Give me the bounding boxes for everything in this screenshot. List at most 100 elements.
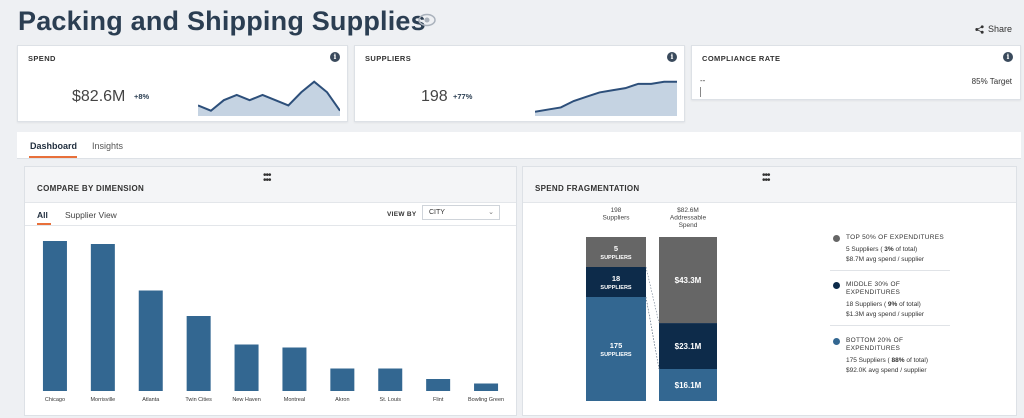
suppliers-sparkline [535, 80, 677, 116]
compliance-target: 85% Target [971, 77, 1012, 86]
legend-title: BOTTOM 20% OF EXPENDITURES [846, 337, 904, 352]
bar [234, 344, 259, 391]
subtab-supplier-view[interactable]: Supplier View [65, 210, 117, 220]
bar-label: Atlanta [142, 397, 160, 403]
bar-label: Flint [433, 397, 444, 403]
column-header: Spend [679, 222, 698, 229]
view-by-label: VIEW BY [387, 211, 417, 218]
legend-avg: $8.7M avg spend / supplier [846, 256, 925, 263]
column-header: Suppliers [602, 215, 630, 222]
compare-panel: ••• ••• COMPARE BY DIMENSION All Supplier… [24, 166, 517, 416]
bar [474, 383, 499, 391]
segment-count: 175 [610, 341, 623, 350]
legend-count: 175 Suppliers ( 88% of total) [846, 357, 929, 364]
suppliers-delta: +77% [453, 92, 473, 101]
fragmentation-title: SPEND FRAGMENTATION [535, 184, 640, 193]
spend-sparkline [198, 80, 340, 116]
active-tab-indicator [29, 156, 77, 158]
bar [42, 241, 67, 391]
compliance-card: COMPLIANCE RATE i -- 85% Target [691, 45, 1021, 100]
legend-count: 18 Suppliers ( 9% of total) [846, 301, 921, 308]
eye-icon[interactable] [418, 13, 436, 27]
bar [282, 347, 307, 391]
active-subtab-indicator [37, 223, 51, 225]
spend-segment [659, 323, 717, 369]
bar [90, 244, 115, 391]
legend-title: MIDDLE 30% OF EXPENDITURES [846, 281, 901, 296]
divider [25, 225, 516, 226]
bar [330, 368, 355, 391]
bar [378, 368, 403, 391]
connector-line [645, 266, 660, 324]
bar [186, 316, 211, 391]
legend-count: 5 Suppliers ( 3% of total) [846, 246, 918, 253]
compare-bar-chart: Chicago Morrisville Atlanta Twin Cities New … [42, 241, 504, 403]
info-icon[interactable]: i [1003, 52, 1013, 62]
fragmentation-panel-header: ••• ••• SPEND FRAGMENTATION [523, 167, 1016, 203]
spend-card: SPEND i $82.6M +8% [17, 45, 348, 122]
sparkline-line [198, 80, 340, 112]
suppliers-title: SUPPLIERS [365, 54, 412, 63]
tab-insights[interactable]: Insights [92, 141, 124, 151]
supplier-segment [586, 267, 646, 297]
supplier-segment [586, 237, 646, 267]
legend-title: TOP 50% OF EXPENDITURES [846, 234, 945, 241]
info-icon[interactable]: i [667, 52, 677, 62]
drag-handle-icon[interactable]: ••• ••• [263, 170, 271, 186]
supplier-segment [586, 297, 646, 401]
segment-count: 5 [614, 244, 618, 253]
tab-dashboard[interactable]: Dashboard [30, 141, 78, 151]
share-label: Share [987, 24, 1012, 34]
chevron-down-icon: ⌄ [488, 209, 494, 216]
view-by-select[interactable]: CITY ⌄ [422, 205, 500, 220]
spend-value: $82.6M [72, 88, 126, 105]
spend-title: SPEND [28, 54, 56, 63]
legend-dot [833, 235, 840, 242]
share-button[interactable]: Share [975, 24, 1012, 34]
suppliers-value: 198 [421, 88, 448, 105]
bar-label: St. Louis [380, 397, 402, 403]
subtab-all[interactable]: All [37, 210, 48, 220]
sparkline-line [535, 80, 677, 113]
info-icon[interactable]: i [330, 52, 340, 62]
bar-label: Montreal [284, 397, 305, 403]
spend-segment [659, 368, 717, 401]
legend-dot [833, 282, 840, 289]
bar-label: Bowling Green [468, 397, 504, 403]
segment-value: $23.1M [675, 342, 702, 351]
column-header: 198 [611, 207, 622, 214]
bar-label: Chicago [45, 397, 65, 403]
fragmentation-panel: ••• ••• SPEND FRAGMENTATION 198 Suppliers $… [522, 166, 1017, 416]
connector-line [645, 296, 660, 370]
spend-delta: +8% [134, 92, 150, 101]
drag-handle-icon[interactable]: ••• ••• [762, 170, 770, 186]
bar-label: Morrisville [90, 397, 115, 403]
segment-value: $16.1M [675, 381, 702, 390]
bar [138, 290, 163, 391]
sparkline-area [535, 81, 677, 116]
compliance-bar [700, 87, 701, 97]
legend-dot [833, 338, 840, 345]
bar-label: Akron [335, 397, 349, 403]
page-title: Packing and Shipping Supplies [18, 6, 426, 36]
bar [426, 379, 451, 391]
share-icon [975, 24, 984, 34]
legend-divider [830, 270, 950, 271]
spend-segment [659, 237, 717, 324]
view-by-value: CITY [429, 209, 445, 216]
legend-avg: $1.3M avg spend / supplier [846, 311, 925, 318]
compliance-title: COMPLIANCE RATE [702, 54, 781, 63]
compare-title: COMPARE BY DIMENSION [37, 184, 145, 193]
segment-label: SUPPLIERS [600, 285, 632, 291]
legend-avg: $92.0K avg spend / supplier [846, 367, 927, 374]
segment-label: SUPPLIERS [600, 255, 632, 261]
sparkline-area [198, 81, 340, 116]
legend-divider [830, 325, 950, 326]
segment-count: 18 [612, 274, 620, 283]
column-header: Addressable [670, 215, 707, 222]
bar-label: New Haven [232, 397, 260, 403]
compare-panel-header: ••• ••• COMPARE BY DIMENSION [25, 167, 516, 203]
segment-label: SUPPLIERS [600, 352, 632, 358]
compliance-value: -- [700, 76, 706, 85]
